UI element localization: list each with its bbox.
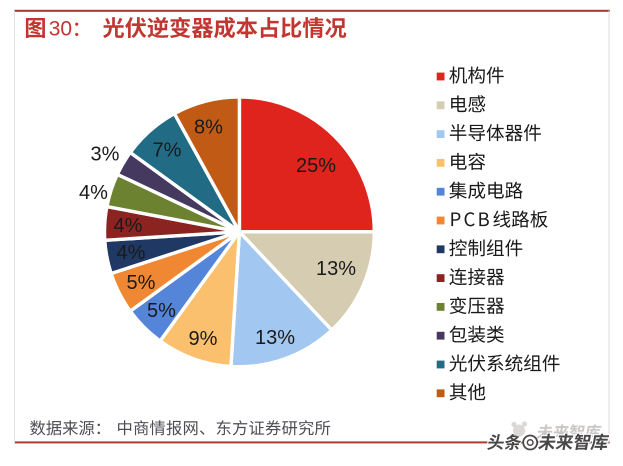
svg-text:25%: 25% [296, 155, 336, 177]
svg-text:4%: 4% [114, 215, 143, 237]
svg-text:7%: 7% [153, 140, 182, 162]
svg-text:30: 30 [49, 18, 72, 41]
svg-text:5%: 5% [147, 300, 176, 322]
svg-text:13%: 13% [316, 258, 356, 280]
svg-text:13%: 13% [255, 327, 295, 349]
svg-text:4%: 4% [117, 242, 146, 264]
svg-text:8%: 8% [194, 117, 223, 139]
svg-text:5%: 5% [127, 272, 156, 294]
svg-text:4%: 4% [79, 182, 108, 204]
svg-text:3%: 3% [91, 144, 120, 166]
svg-text:9%: 9% [189, 328, 218, 350]
